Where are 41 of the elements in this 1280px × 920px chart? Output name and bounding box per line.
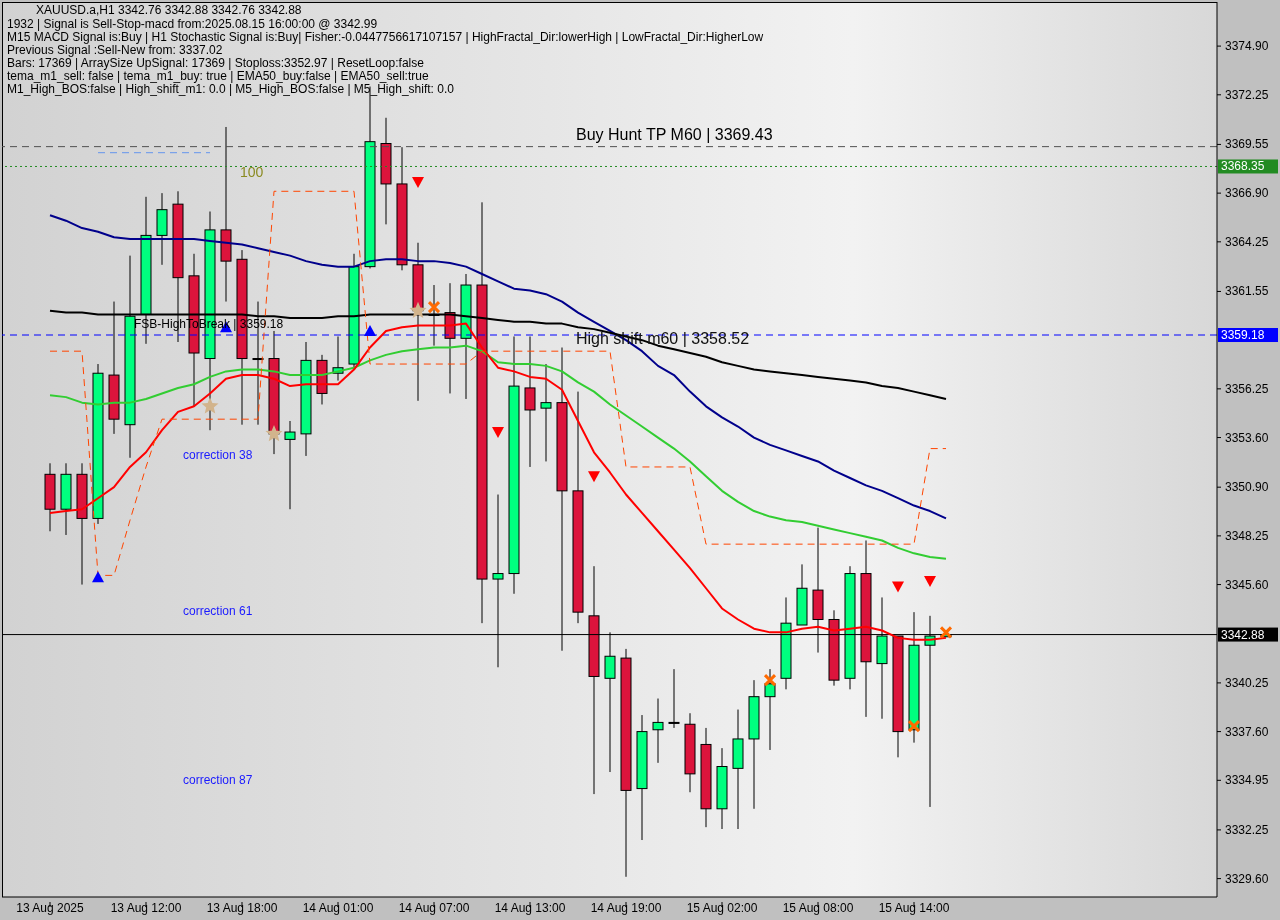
- y-tick-label: 3364.25: [1225, 234, 1269, 249]
- annotation: 100: [240, 164, 264, 180]
- annotation: tema_m1_sell: false | tema_m1_buy: true | EMA50_buy:false | EMA50_sell:true: [7, 69, 429, 83]
- ref-line-label: 3359.18: [1221, 328, 1265, 343]
- x-tick-label: 15 Aug 08:00: [782, 901, 854, 915]
- annotation: M15 MACD Signal is:Buy | H1 Stochastic Signal is:Buy| Fisher:-0.0447756617107157 | HighFractal_Dir:lowerHigh | LowFractal_Dir:HigherLow: [7, 30, 764, 44]
- x-tick-label: 13 Aug 12:00: [110, 901, 182, 915]
- x-tick-label: 14 Aug 01:00: [302, 901, 374, 915]
- x-tick-label: 14 Aug 13:00: [494, 901, 566, 915]
- x-tick-label: 13 Aug 2025: [16, 901, 85, 915]
- y-tick-label: 3348.25: [1225, 528, 1269, 543]
- annotation: Bars: 17369 | ArraySize UpSignal: 17369 | Stoploss:3352.97 | ResetLoop:false: [7, 56, 425, 70]
- y-tick-label: 3340.25: [1225, 675, 1269, 690]
- y-tick-label: 3329.60: [1225, 871, 1269, 886]
- annotation: correction 87: [183, 773, 253, 787]
- annotation: Buy Hunt TP M60 | 3369.43: [576, 126, 773, 144]
- annotation: correction 61: [183, 604, 253, 618]
- annotation: Previous Signal :Sell-New from: 3337.02: [7, 43, 223, 57]
- x-tick-label: 15 Aug 14:00: [878, 901, 950, 915]
- y-tick-label: 3369.55: [1225, 137, 1269, 152]
- y-tick-label: 3361.55: [1225, 284, 1269, 299]
- annotation: 1932 | Signal is Sell-Stop-macd from:2025.08.15 16:00:00 @ 3342.99: [7, 17, 378, 31]
- y-tick-label: 3334.95: [1225, 773, 1269, 788]
- y-tick-label: 3372.25: [1225, 87, 1269, 102]
- x-tick-label: 15 Aug 02:00: [686, 901, 758, 915]
- chart-title: XAUUSD.a,H1 3342.76 3342.88 3342.76 3342.88: [36, 3, 302, 17]
- y-tick-label: 3345.60: [1225, 577, 1269, 592]
- y-tick-label: 3356.25: [1225, 381, 1269, 396]
- y-tick-label: 3332.25: [1225, 822, 1269, 837]
- ref-line-label: 3368.35: [1221, 159, 1265, 174]
- y-tick-label: 3353.60: [1225, 430, 1269, 445]
- y-tick-label: 3350.90: [1225, 480, 1269, 495]
- y-tick-label: 3374.90: [1225, 39, 1269, 54]
- y-tick-label: 3337.60: [1225, 724, 1269, 739]
- ref-line-label: 3342.88: [1221, 627, 1265, 642]
- annotation: M1_High_BOS:false | High_shift_m1: 0.0 | M5_High_BOS:false | M5_High_shift: 0.0: [7, 82, 455, 96]
- x-tick-label: 14 Aug 19:00: [590, 901, 662, 915]
- x-tick-label: 14 Aug 07:00: [398, 901, 470, 915]
- annotation: correction 38: [183, 448, 253, 462]
- y-tick-label: 3366.90: [1225, 186, 1269, 201]
- x-tick-label: 13 Aug 18:00: [206, 901, 278, 915]
